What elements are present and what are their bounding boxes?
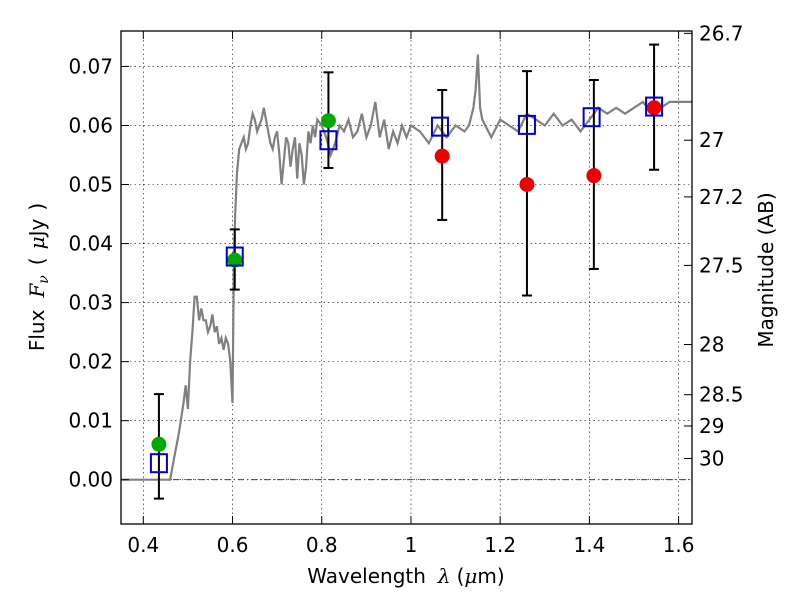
y2-tick-label: 27 — [699, 128, 724, 152]
model-photometry-square — [430, 116, 449, 137]
y-axis-title-paren-close: ) — [25, 203, 49, 211]
y-tick-label: 0.02 — [68, 350, 113, 374]
model-photometry-squares — [149, 96, 664, 474]
y2-tick-label: 28.5 — [699, 383, 744, 407]
x-tick-label: 0.4 — [127, 533, 159, 557]
y-axis-title: Flux Fν ( μJy) — [25, 203, 52, 351]
model-spectrum-line — [121, 54, 692, 481]
grid-lines — [121, 31, 692, 524]
x-axis-title-mu: μ — [464, 564, 477, 588]
y-axis-title-mu: μ — [25, 236, 49, 249]
x-tick-label: 1.2 — [484, 533, 516, 557]
x-tick-label: 0.8 — [306, 533, 338, 557]
observed-point — [646, 100, 662, 116]
y-tick-label: 0.05 — [68, 173, 113, 197]
y-axis-title-subscript: ν — [36, 275, 52, 284]
x-axis-title-word: Wavelength — [307, 564, 426, 588]
observed-point — [434, 148, 450, 164]
observed-point — [519, 177, 535, 193]
x-tick-label: 1.6 — [663, 533, 695, 557]
observed-point — [151, 436, 167, 452]
y-axis-title-symbol: F — [25, 283, 49, 299]
y2-tick-label: 27.5 — [699, 253, 744, 277]
model-photometry-square — [517, 114, 536, 135]
y-tick-label: 0.01 — [68, 409, 113, 433]
y-tick-label: 0.03 — [68, 291, 113, 315]
y2-tick-label: 28 — [699, 333, 724, 357]
observed-points — [151, 100, 662, 452]
x-axis-title: Wavelength λ (μm) — [307, 564, 504, 588]
model-photometry-square — [582, 107, 601, 128]
plot-frame — [120, 30, 693, 525]
y2-tick-label: 26.7 — [699, 21, 744, 45]
y2-tick-label: 30 — [699, 446, 724, 470]
x-tick-label: 1.4 — [573, 533, 605, 557]
model-photometry-square — [225, 246, 244, 267]
x-axis-ticks: 0.4 0.6 0.8 1 1.2 1.4 1.6 — [127, 31, 695, 557]
model-photometry-square — [645, 96, 664, 117]
x-axis-title-symbol: λ — [437, 564, 451, 588]
y2-axis-ticks: 26.7 27 27.2 27.5 28 28.5 29 30 — [684, 21, 744, 470]
y-axis-title-paren-open: ( — [25, 257, 49, 265]
x-axis-title-paren: ( — [457, 564, 465, 588]
y-axis-ticks: 0.00 0.01 0.02 0.03 0.04 0.05 0.06 0.07 — [68, 54, 129, 492]
y-axis-title-word: Flux — [25, 309, 49, 351]
y2-axis-title: Magnitude (AB) — [754, 192, 778, 347]
x-axis-title-unit: m) — [477, 564, 504, 588]
model-photometry-square — [149, 453, 168, 474]
x-tick-label: 0.6 — [217, 533, 249, 557]
y-tick-label: 0.07 — [68, 54, 113, 78]
x-tick-label: 1 — [405, 533, 418, 557]
observed-point — [227, 252, 243, 268]
y-axis-title-unit: Jy — [25, 218, 49, 238]
y-tick-label: 0.04 — [68, 232, 113, 256]
y-tick-label: 0.06 — [68, 113, 113, 137]
y2-tick-label: 27.2 — [699, 185, 744, 209]
observed-point — [586, 168, 602, 184]
observed-point — [320, 113, 336, 129]
y-tick-label: 0.00 — [68, 468, 113, 492]
model-photometry-square — [319, 130, 338, 151]
y2-tick-label: 29 — [699, 414, 724, 438]
